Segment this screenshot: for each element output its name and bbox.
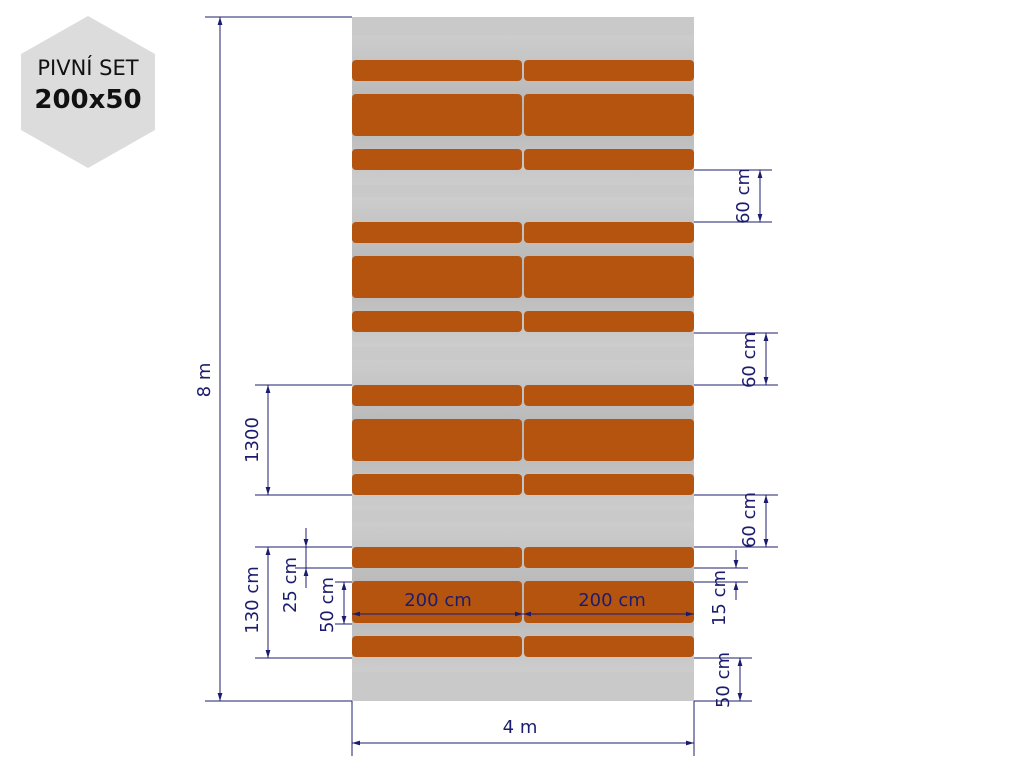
dimension-label: 8 m [194, 363, 215, 398]
bench [524, 149, 694, 170]
bench [352, 222, 522, 243]
table [352, 256, 522, 298]
bench [524, 547, 694, 568]
table [524, 419, 694, 461]
dimension-label: 50 cm [713, 652, 734, 708]
dimension-label: 60 cm [739, 492, 760, 548]
bench [352, 385, 522, 406]
bench [524, 311, 694, 332]
table [524, 94, 694, 136]
dimensions: 8 m 1300 130 cm 25 cm 50 cm 200 cm 200 c… [194, 16, 778, 756]
bench [352, 60, 522, 81]
bench [524, 385, 694, 406]
bench [352, 311, 522, 332]
table [352, 419, 522, 461]
dimension-label: 4 m [503, 717, 538, 738]
dimension-label: 50 cm [317, 577, 338, 633]
bench [352, 636, 522, 657]
badge-title: PIVNÍ SET [37, 55, 138, 80]
bench [524, 636, 694, 657]
bench [524, 222, 694, 243]
bench [524, 474, 694, 495]
badge-size: 200x50 [34, 85, 141, 115]
dimension-label: 200 cm [578, 590, 646, 611]
table [524, 256, 694, 298]
dimension-label: 1300 [242, 417, 263, 463]
bench [524, 60, 694, 81]
dimension-label: 60 cm [733, 168, 754, 224]
dimension-label: 130 cm [242, 566, 263, 634]
table [352, 94, 522, 136]
furniture [352, 35, 694, 672]
badge: PIVNÍ SET 200x50 [21, 16, 155, 168]
dimension-label: 15 cm [709, 570, 730, 626]
dimension-label: 25 cm [280, 557, 301, 613]
dimension-label: 60 cm [739, 332, 760, 388]
bench [352, 149, 522, 170]
dimension-label: 200 cm [404, 590, 472, 611]
badge-hexagon [21, 16, 155, 168]
bench [352, 547, 522, 568]
bench [352, 474, 522, 495]
